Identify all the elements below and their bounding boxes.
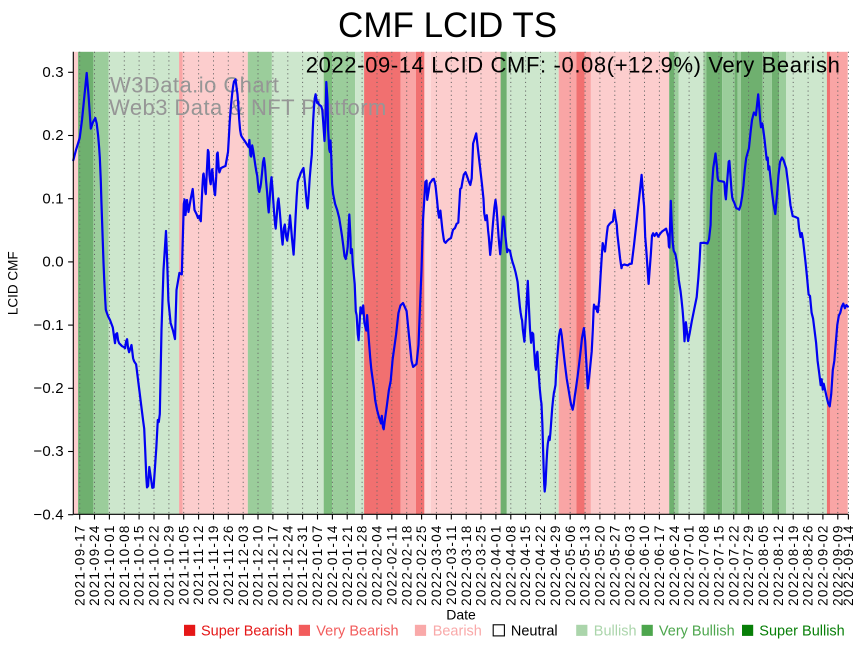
svg-text:2022-02-11: 2022-02-11 [384,524,399,605]
svg-text:0.1: 0.1 [42,190,63,207]
svg-text:2021-12-03: 2021-12-03 [236,524,251,606]
svg-text:2022-07-08: 2022-07-08 [697,524,712,606]
svg-text:2022-06-17: 2022-06-17 [652,524,667,606]
svg-text:2021-10-22: 2021-10-22 [147,524,162,606]
svg-text:LCID CMF: LCID CMF [6,251,21,315]
svg-text:2021-10-29: 2021-10-29 [162,524,177,606]
svg-text:Bearish: Bearish [433,623,482,639]
svg-text:2022-04-29: 2022-04-29 [548,524,563,606]
svg-text:2022-07-01: 2022-07-01 [682,524,697,606]
svg-text:2022-09-09: 2022-09-09 [830,524,845,606]
svg-text:2021-10-01: 2021-10-01 [102,524,117,606]
svg-text:2022-06-10: 2022-06-10 [637,524,652,606]
svg-text:2022-07-15: 2022-07-15 [712,524,727,606]
svg-text:2022-04-08: 2022-04-08 [503,524,518,606]
svg-text:2022-01-14: 2022-01-14 [325,524,340,606]
svg-text:2021-11-12: 2021-11-12 [191,524,206,605]
svg-text:2022-08-26: 2022-08-26 [801,524,816,606]
svg-text:2021-09-24: 2021-09-24 [87,524,102,606]
svg-text:2022-03-04: 2022-03-04 [429,524,444,606]
svg-text:2022-08-05: 2022-08-05 [756,524,771,606]
svg-text:2021-10-08: 2021-10-08 [117,524,132,606]
svg-text:Bullish: Bullish [594,623,637,639]
svg-text:Very Bullish: Very Bullish [659,623,735,639]
svg-text:2022-09-02: 2022-09-02 [816,524,831,606]
svg-text:Web3 Data & NFT Platform: Web3 Data & NFT Platform [109,95,387,120]
svg-text:2021-12-10: 2021-12-10 [251,524,266,606]
svg-text:CMF LCID TS: CMF LCID TS [338,6,557,45]
svg-text:2022-04-01: 2022-04-01 [489,524,504,606]
svg-text:2022-02-04: 2022-02-04 [370,524,385,606]
svg-text:2022-02-18: 2022-02-18 [399,524,414,606]
svg-text:2021-11-05: 2021-11-05 [176,524,191,605]
svg-text:Super Bullish: Super Bullish [759,623,844,639]
svg-text:2022-05-06: 2022-05-06 [563,524,578,606]
svg-text:Super Bearish: Super Bearish [201,623,293,639]
svg-text:−0.4: −0.4 [33,506,63,523]
svg-text:Date: Date [446,607,476,623]
svg-text:0.3: 0.3 [42,64,63,81]
svg-text:2021-12-24: 2021-12-24 [280,524,295,606]
svg-text:2022-03-18: 2022-03-18 [459,524,474,606]
svg-text:0.0: 0.0 [42,254,63,271]
svg-text:2022-01-21: 2022-01-21 [340,524,355,606]
svg-text:−0.2: −0.2 [33,380,63,397]
svg-text:2022-02-25: 2022-02-25 [414,524,429,606]
svg-text:2022-04-15: 2022-04-15 [518,524,533,606]
svg-text:2021-09-17: 2021-09-17 [72,524,87,606]
svg-text:2022-09-14: 2022-09-14 [841,524,856,606]
svg-text:2022-08-12: 2022-08-12 [771,524,786,606]
svg-text:2022-09-14 LCID CMF: -0.08(+12: 2022-09-14 LCID CMF: -0.08(+12.9%) Very … [306,53,841,78]
svg-text:2021-12-17: 2021-12-17 [266,524,281,606]
svg-text:2022-06-03: 2022-06-03 [622,524,637,606]
svg-text:2022-01-07: 2022-01-07 [310,524,325,606]
svg-text:−0.1: −0.1 [33,317,63,334]
svg-text:2022-03-25: 2022-03-25 [474,524,489,606]
svg-text:2022-06-24: 2022-06-24 [667,524,682,606]
svg-text:2021-11-19: 2021-11-19 [206,524,221,605]
svg-text:2022-03-11: 2022-03-11 [444,524,459,605]
svg-text:2022-08-19: 2022-08-19 [786,524,801,606]
svg-text:2021-10-15: 2021-10-15 [132,524,147,606]
svg-text:Very Bearish: Very Bearish [316,623,398,639]
svg-text:2021-11-26: 2021-11-26 [221,524,236,605]
svg-text:2022-07-29: 2022-07-29 [741,524,756,606]
svg-text:2022-05-13: 2022-05-13 [578,524,593,606]
svg-text:2022-01-28: 2022-01-28 [355,524,370,606]
svg-text:2022-07-22: 2022-07-22 [726,524,741,606]
svg-text:2022-05-27: 2022-05-27 [607,524,622,606]
svg-text:2022-04-22: 2022-04-22 [533,524,548,606]
svg-text:0.2: 0.2 [42,127,63,144]
svg-text:Neutral: Neutral [511,623,558,639]
svg-text:2022-05-20: 2022-05-20 [593,524,608,606]
svg-text:W3Data.io Chart: W3Data.io Chart [110,73,279,98]
svg-text:−0.3: −0.3 [33,443,63,460]
svg-text:2021-12-31: 2021-12-31 [295,524,310,606]
